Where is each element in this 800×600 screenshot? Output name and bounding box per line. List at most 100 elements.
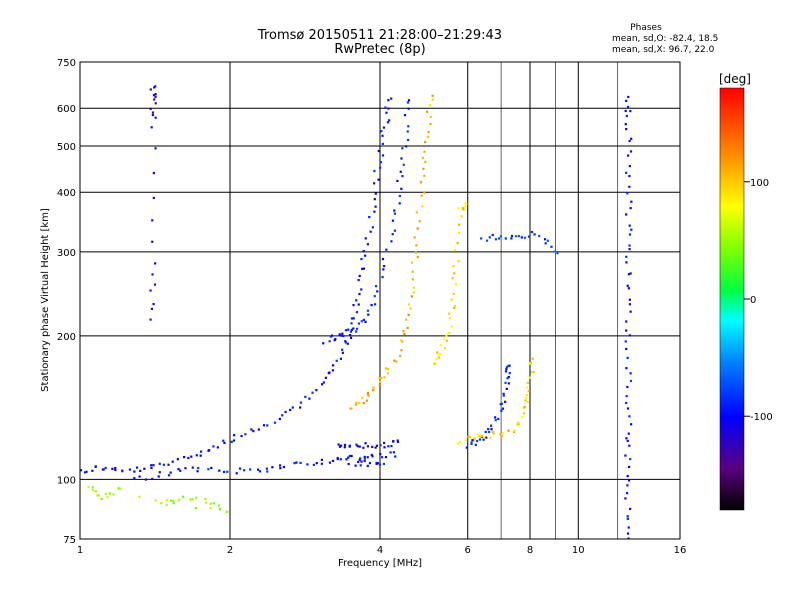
- data-point: [390, 445, 393, 448]
- data-point: [629, 379, 633, 383]
- data-point: [418, 220, 421, 223]
- data-point: [154, 93, 157, 96]
- data-point: [312, 463, 315, 466]
- data-point: [400, 187, 403, 190]
- data-point: [194, 507, 197, 510]
- data-point: [505, 387, 508, 390]
- data-point: [625, 128, 628, 131]
- data-point: [626, 439, 629, 443]
- data-point: [378, 377, 381, 380]
- data-point: [339, 444, 343, 447]
- data-point: [371, 226, 374, 229]
- data-point: [458, 440, 462, 444]
- data-point: [357, 279, 360, 282]
- data-point: [625, 437, 628, 440]
- data-point: [338, 333, 341, 336]
- data-point: [504, 381, 507, 384]
- data-point: [532, 370, 535, 374]
- data-point: [505, 365, 509, 369]
- data-point: [382, 441, 386, 445]
- data-point: [492, 432, 495, 435]
- data-point: [151, 113, 154, 117]
- data-point: [507, 429, 510, 432]
- data-point: [451, 277, 454, 280]
- data-point: [392, 451, 396, 454]
- data-point: [494, 419, 497, 422]
- data-point: [625, 329, 628, 332]
- data-point: [487, 430, 491, 434]
- data-point: [526, 400, 529, 404]
- data-point: [398, 194, 401, 198]
- data-point: [382, 268, 385, 271]
- data-point: [366, 243, 370, 246]
- data-point: [527, 235, 531, 238]
- data-point: [114, 467, 117, 470]
- data-point: [341, 351, 344, 354]
- data-point: [426, 135, 430, 138]
- data-point: [150, 126, 153, 129]
- data-point: [359, 464, 362, 467]
- data-point: [162, 463, 166, 466]
- data-point: [311, 391, 314, 394]
- x-tick-label: 8: [527, 545, 533, 556]
- data-point: [150, 307, 154, 310]
- data-point: [494, 238, 498, 241]
- data-point: [410, 261, 413, 264]
- data-point: [507, 382, 510, 385]
- data-point: [379, 380, 382, 383]
- data-point: [421, 205, 424, 208]
- data-point: [505, 367, 508, 371]
- data-point: [366, 309, 370, 312]
- data-point: [94, 465, 97, 468]
- data-point: [355, 443, 358, 446]
- data-point: [629, 272, 632, 275]
- data-point: [412, 286, 415, 289]
- data-point: [407, 99, 411, 102]
- data-point: [627, 273, 631, 276]
- data-point: [429, 122, 432, 126]
- chart-subtitle: RwPretec (8p): [334, 42, 425, 57]
- data-point: [365, 399, 368, 402]
- data-point: [473, 436, 476, 440]
- data-point: [538, 234, 541, 238]
- data-point: [628, 248, 631, 251]
- data-point: [363, 457, 366, 460]
- data-point: [157, 475, 160, 478]
- data-point: [150, 464, 153, 467]
- data-point: [315, 461, 318, 465]
- data-point: [138, 475, 141, 478]
- data-point: [177, 468, 180, 471]
- data-point: [87, 485, 90, 489]
- data-point: [380, 456, 384, 459]
- data-point: [359, 457, 362, 460]
- data-point: [112, 493, 115, 496]
- x-axis-label: Frequency [MHz]: [338, 558, 422, 569]
- data-point: [381, 154, 385, 157]
- data-point: [355, 401, 358, 404]
- data-point: [628, 465, 631, 468]
- data-point: [390, 97, 393, 100]
- data-point: [279, 467, 282, 470]
- data-point: [243, 469, 246, 472]
- data-point: [456, 442, 459, 445]
- data-point: [94, 490, 97, 493]
- data-point: [470, 441, 473, 444]
- data-point: [400, 349, 403, 352]
- data-point: [223, 441, 226, 445]
- data-point: [152, 196, 155, 200]
- data-point: [626, 515, 629, 518]
- data-point: [218, 508, 222, 511]
- data-point: [385, 248, 388, 251]
- x-tick-label: 4: [377, 545, 383, 556]
- data-point: [628, 139, 631, 143]
- data-point: [366, 464, 369, 468]
- data-point: [212, 445, 215, 448]
- data-point: [476, 439, 479, 443]
- data-point: [355, 403, 358, 406]
- data-point: [232, 434, 236, 437]
- data-point: [273, 421, 277, 424]
- data-point: [374, 285, 378, 288]
- data-point: [337, 443, 340, 446]
- data-point: [456, 241, 459, 245]
- data-point: [209, 502, 212, 505]
